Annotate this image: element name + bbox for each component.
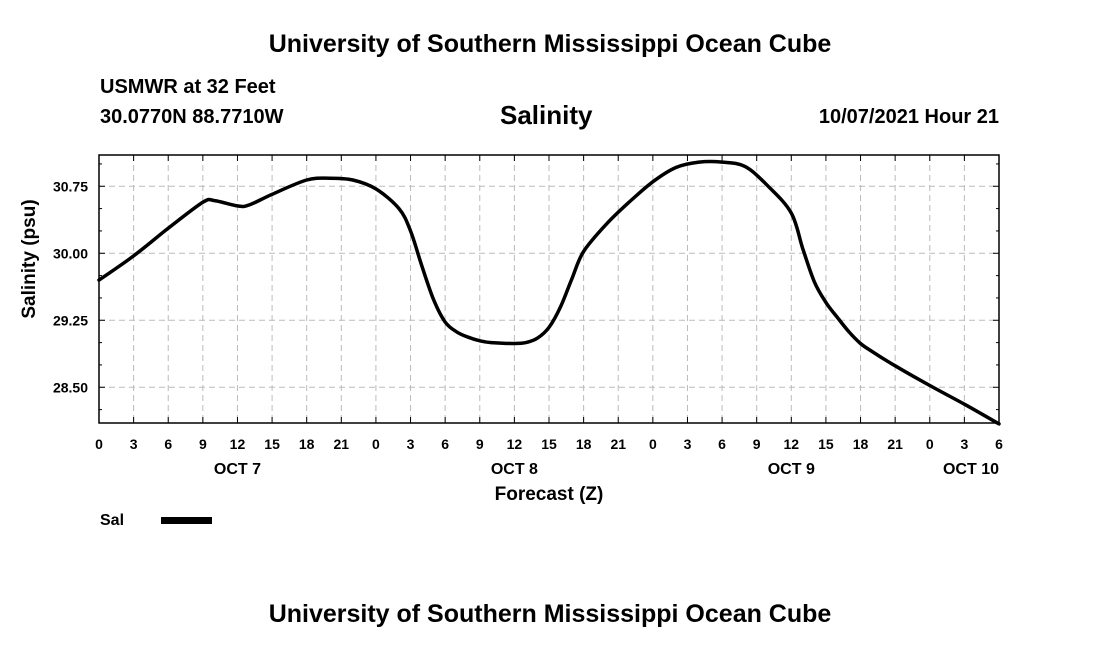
chart-title: Salinity	[500, 100, 593, 130]
legend: Sal	[100, 512, 212, 529]
x-tick-label: 6	[164, 436, 172, 452]
coordinates-label: 30.0770N 88.7710W	[100, 106, 284, 128]
legend-swatch	[161, 517, 212, 524]
x-tick-label: 9	[199, 436, 207, 452]
x-tick-label: 0	[649, 436, 657, 452]
date-labels: OCT 7 OCT 8 OCT 9 OCT 10	[214, 461, 999, 478]
x-tick-label: 18	[576, 436, 592, 452]
x-axis-label: Forecast (Z)	[495, 484, 604, 505]
y-tick-label: 29.25	[53, 312, 88, 328]
x-tick-label: 6	[718, 436, 726, 452]
y-axis-label: Salinity (psu)	[19, 199, 40, 318]
tick-marks	[98, 155, 1000, 423]
x-tick-label: 3	[684, 436, 692, 452]
x-tick-label: 18	[853, 436, 869, 452]
grid	[98, 155, 1000, 423]
footer-title: University of Southern Mississippi Ocean…	[268, 600, 832, 628]
x-tick-label: 0	[95, 436, 103, 452]
x-tick-label: 6	[995, 436, 1003, 452]
y-tick-label: 28.50	[53, 379, 88, 395]
y-tick-labels: 28.50 29.25 30.00 30.75	[53, 178, 88, 395]
x-tick-label: 0	[926, 436, 934, 452]
series-line-sal	[97, 159, 1001, 426]
y-tick-label: 30.00	[53, 245, 88, 261]
series-layer	[97, 159, 1001, 426]
datetime-label: 10/07/2021 Hour 21	[818, 106, 999, 128]
x-tick-labels: 0 3 6 9 12 15 18 21 0 3 6 9 12 15 18 21 0 3 6 9 12 15 18 21 0 3 6	[95, 436, 1003, 452]
x-tick-label: 21	[334, 436, 350, 452]
x-tick-label: 12	[784, 436, 800, 452]
x-tick-label: 0	[372, 436, 380, 452]
date-label: OCT 9	[768, 461, 815, 478]
x-tick-label: 12	[230, 436, 246, 452]
x-tick-label: 3	[407, 436, 415, 452]
x-tick-label: 9	[476, 436, 484, 452]
x-tick-label: 15	[818, 436, 834, 452]
x-tick-label: 9	[753, 436, 761, 452]
x-tick-label: 3	[960, 436, 968, 452]
x-tick-label: 12	[507, 436, 523, 452]
date-label: OCT 7	[214, 461, 261, 478]
x-tick-label: 18	[299, 436, 315, 452]
x-tick-label: 15	[541, 436, 557, 452]
page-title: University of Southern Mississippi Ocean…	[268, 30, 832, 58]
legend-label: Sal	[100, 512, 124, 529]
x-tick-label: 3	[130, 436, 138, 452]
x-tick-label: 15	[264, 436, 280, 452]
date-label: OCT 10	[943, 461, 999, 478]
x-tick-label: 21	[610, 436, 626, 452]
x-tick-label: 21	[887, 436, 903, 452]
station-label: USMWR at 32 Feet	[100, 76, 276, 98]
x-tick-label: 6	[441, 436, 449, 452]
date-label: OCT 8	[491, 461, 538, 478]
y-tick-label: 30.75	[53, 178, 88, 194]
